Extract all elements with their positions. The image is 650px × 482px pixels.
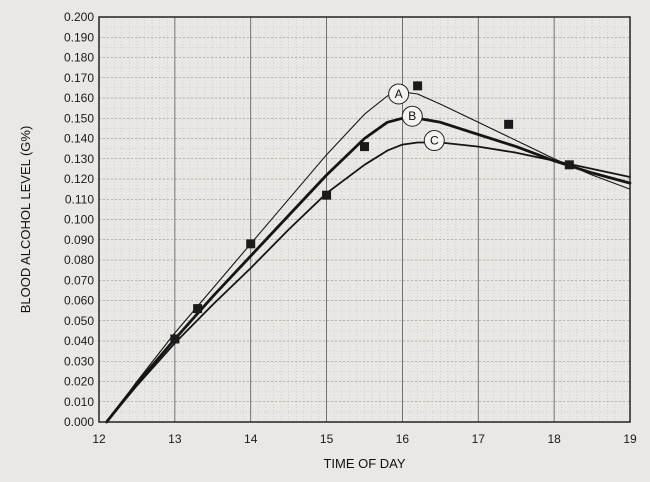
x-tick-label: 14 bbox=[244, 432, 258, 446]
y-tick-label: 0.030 bbox=[64, 354, 94, 368]
curve-label-circle bbox=[401, 105, 423, 127]
y-tick-label: 0.070 bbox=[64, 273, 94, 287]
curve-label-b: B bbox=[408, 109, 416, 123]
y-tick-label: 0.100 bbox=[64, 213, 94, 227]
curves bbox=[105, 91, 632, 424]
y-tick-label: 0.110 bbox=[65, 192, 94, 206]
y-tick-labels: 0.000 0.010 0.020 0.030 0.040 0.050 0.060 0.070… bbox=[64, 10, 94, 429]
y-tick-label: 0.190 bbox=[64, 30, 94, 44]
data-point bbox=[322, 190, 332, 200]
y-tick-label: 0.050 bbox=[64, 314, 94, 328]
x-tick-label: 16 bbox=[396, 432, 410, 446]
y-tick-label: 0.180 bbox=[64, 51, 94, 65]
data-points bbox=[170, 81, 574, 344]
x-tick-label: 15 bbox=[320, 432, 334, 446]
y-tick-label: 0.200 bbox=[64, 10, 94, 24]
x-axis-label: TIME OF DAY bbox=[323, 456, 405, 471]
curve-label-c: C bbox=[430, 134, 439, 148]
y-tick-label: 0.040 bbox=[64, 334, 94, 348]
x-tick-label: 12 bbox=[92, 432, 106, 446]
y-tick-label: 0.130 bbox=[64, 152, 94, 166]
y-tick-label: 0.170 bbox=[64, 71, 94, 85]
x-tick-label: 17 bbox=[472, 432, 486, 446]
curve-label-a: A bbox=[395, 87, 403, 101]
y-tick-label: 0.120 bbox=[64, 172, 94, 186]
y-tick-label: 0.090 bbox=[64, 233, 94, 247]
data-point bbox=[564, 160, 574, 170]
data-point bbox=[246, 239, 256, 249]
data-point bbox=[360, 142, 369, 152]
y-tick-label: 0.010 bbox=[64, 395, 94, 409]
curve-label-circle bbox=[388, 83, 410, 105]
data-point bbox=[413, 81, 423, 91]
y-tick-label: 0.020 bbox=[64, 375, 94, 389]
curve-label-circle bbox=[423, 130, 445, 152]
y-tick-label: 0.060 bbox=[64, 294, 94, 308]
plot-frame bbox=[98, 16, 631, 423]
curve-c bbox=[105, 141, 631, 423]
x-tick-label: 18 bbox=[547, 432, 561, 446]
grid bbox=[99, 17, 630, 422]
curve-labels: ABC bbox=[388, 83, 445, 152]
y-tick-label: 0.000 bbox=[64, 415, 94, 429]
data-point bbox=[504, 119, 514, 129]
y-tick-label: 0.080 bbox=[64, 253, 94, 267]
curve-b bbox=[105, 116, 632, 424]
x-tick-label: 19 bbox=[623, 432, 637, 446]
data-point bbox=[193, 304, 203, 314]
y-tick-label: 0.140 bbox=[64, 132, 94, 146]
curve-a bbox=[106, 91, 631, 423]
y-axis-label: BLOOD ALCOHOL LEVEL (G%) bbox=[18, 126, 33, 314]
x-tick-labels: 12 13 14 15 16 17 18 19 bbox=[92, 432, 637, 446]
x-tick-label: 13 bbox=[168, 432, 182, 446]
y-tick-label: 0.150 bbox=[64, 111, 94, 125]
y-tick-label: 0.160 bbox=[64, 91, 94, 105]
data-point bbox=[170, 334, 180, 344]
